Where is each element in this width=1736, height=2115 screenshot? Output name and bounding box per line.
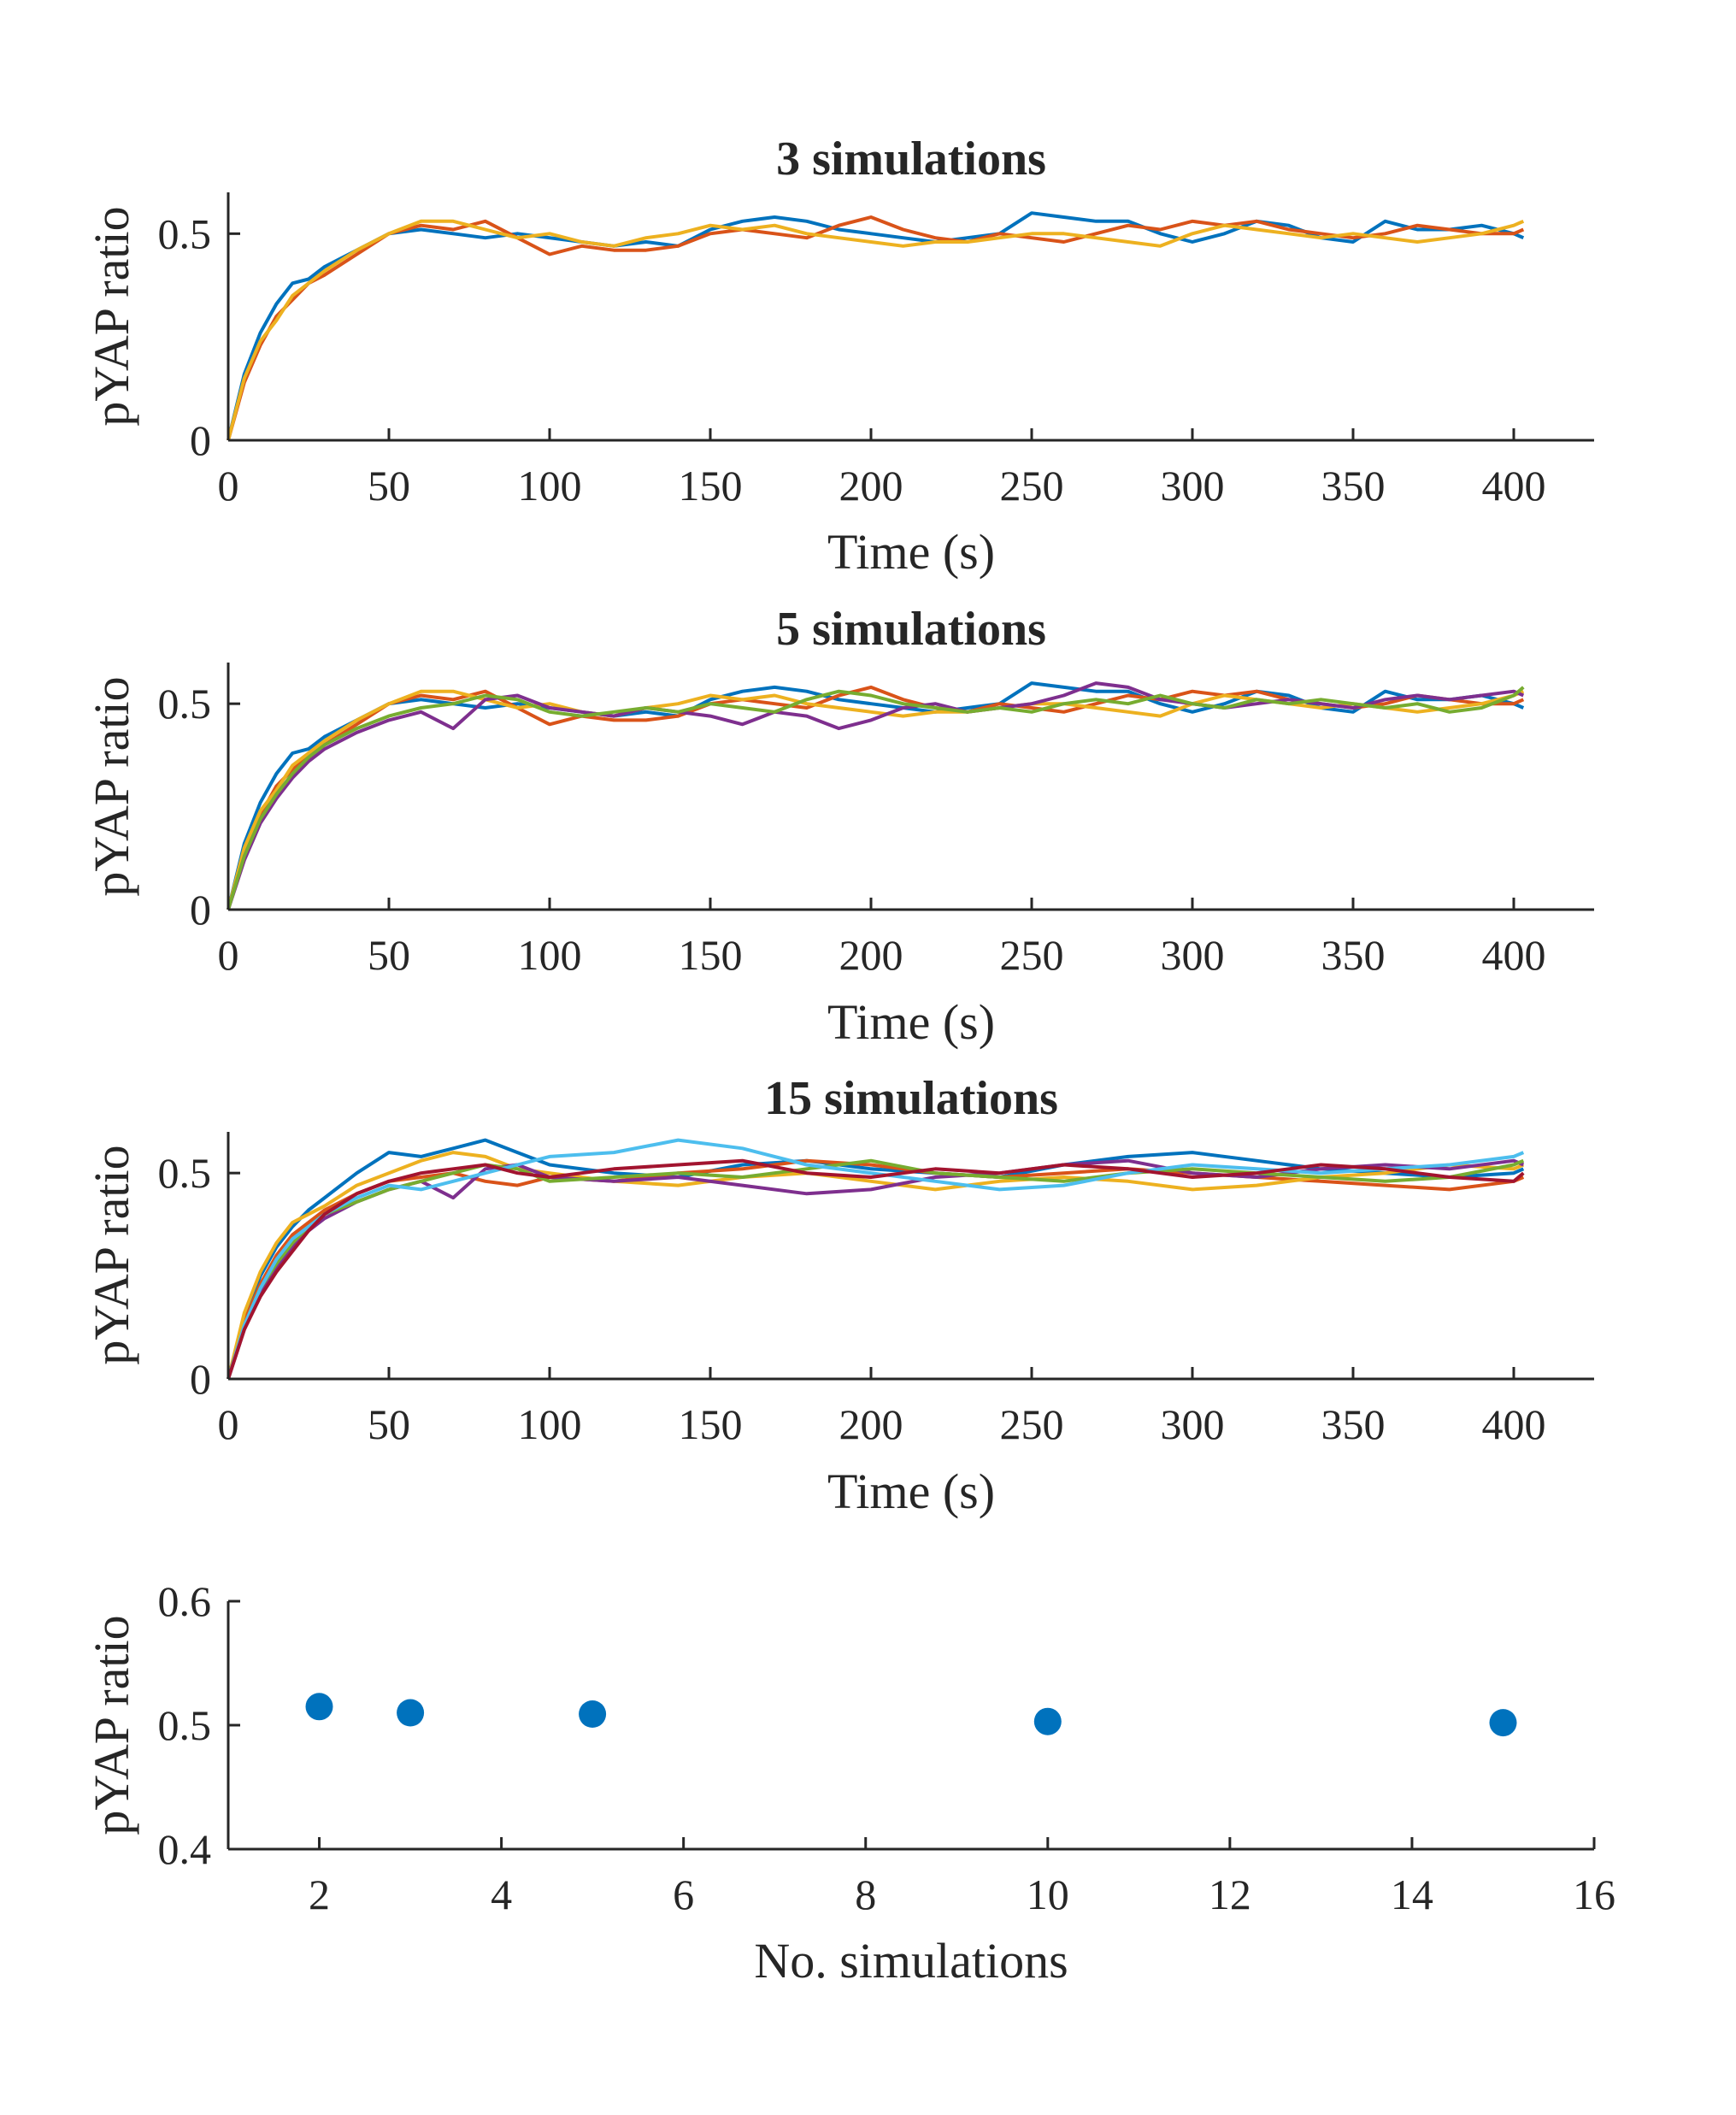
y-tick-label: 0.5 [158, 1701, 212, 1749]
x-tick-label: 14 [1391, 1871, 1433, 1918]
x-tick-label: 100 [518, 1400, 582, 1448]
trace-group [227, 211, 1525, 441]
panel-title: 3 simulations [776, 133, 1046, 186]
y-tick-label: 0 [190, 1355, 211, 1403]
x-tick-label: 350 [1321, 1400, 1386, 1448]
x-axis-label: No. simulations [754, 1933, 1068, 1988]
x-tick-label: 350 [1321, 462, 1386, 510]
x-tick-label: 350 [1321, 931, 1386, 979]
x-tick-label: 8 [855, 1871, 876, 1918]
x-tick-label: 150 [679, 1400, 743, 1448]
x-tick-label: 50 [368, 931, 410, 979]
panel-summary-scatter: 2 4 6 8 10 12 14 16 0.4 0.5 0.6 No. simulations p… [84, 1577, 1615, 1988]
data-point-4 [1033, 1707, 1062, 1735]
series-line-6 [227, 1138, 1525, 1380]
y-tick-label: 0 [190, 886, 211, 934]
x-ticks: 0 50 100 150 200 250 300 350 400 [218, 898, 1546, 979]
x-tick-label: 100 [518, 931, 582, 979]
x-tick-label: 250 [1000, 931, 1064, 979]
data-point-2 [397, 1699, 425, 1727]
x-tick-label: 0 [218, 462, 239, 510]
x-tick-label: 16 [1573, 1871, 1615, 1918]
data-point-5 [1489, 1709, 1517, 1737]
series-line-2 [227, 215, 1525, 441]
x-ticks: 2 4 6 8 10 12 14 16 [309, 1837, 1615, 1918]
x-tick-label: 300 [1161, 462, 1225, 510]
panel-5-simulations: 5 simulations 0 50 100 150 200 250 300 350 400 0… [84, 603, 1594, 1050]
y-axis-label: pYAP ratio [84, 1615, 139, 1835]
x-tick-label: 100 [518, 462, 582, 510]
y-axis-label: pYAP ratio [84, 206, 139, 426]
x-tick-label: 0 [218, 931, 239, 979]
x-tick-label: 10 [1027, 1871, 1069, 1918]
x-tick-label: 250 [1000, 462, 1064, 510]
series-line-5 [227, 686, 1525, 910]
x-tick-label: 2 [309, 1871, 330, 1918]
series-line-3 [227, 1151, 1525, 1380]
x-ticks: 0 50 100 150 200 250 300 350 400 [218, 428, 1546, 510]
y-ticks: 00.5 [158, 1149, 240, 1403]
x-tick-label: 200 [839, 931, 903, 979]
marker-group [305, 1693, 1517, 1737]
x-tick-label: 0 [218, 1400, 239, 1448]
x-axis-label: Time (s) [827, 994, 995, 1050]
x-tick-label: 400 [1482, 462, 1546, 510]
y-axis-label: pYAP ratio [84, 1145, 139, 1364]
series-line-3 [227, 219, 1525, 441]
data-point-1 [305, 1693, 333, 1721]
x-tick-label: 6 [673, 1871, 694, 1918]
x-tick-label: 400 [1482, 1400, 1546, 1448]
x-tick-label: 50 [368, 1400, 410, 1448]
y-tick-label: 0 [190, 416, 211, 464]
y-ticks: 0.4 0.5 0.6 [158, 1577, 240, 1873]
x-tick-label: 400 [1482, 931, 1546, 979]
x-tick-label: 300 [1161, 931, 1225, 979]
x-ticks: 0 50 100 150 200 250 300 350 400 [218, 1367, 1546, 1448]
data-point-3 [579, 1700, 607, 1728]
y-tick-label: 0.5 [158, 209, 212, 257]
panel-title: 15 simulations [764, 1072, 1058, 1125]
y-ticks: 00.5 [158, 209, 240, 464]
x-axis-label: Time (s) [827, 1464, 995, 1519]
y-tick-label: 0.4 [158, 1825, 212, 1873]
panel-3-simulations: 3 simulations 0 50 100 150 200 250 300 350 400 0… [84, 133, 1594, 580]
x-tick-label: 150 [679, 931, 743, 979]
y-tick-label: 0.5 [158, 680, 212, 728]
x-tick-label: 200 [839, 1400, 903, 1448]
series-line-3 [227, 689, 1525, 910]
panel-title: 5 simulations [776, 603, 1046, 656]
x-tick-label: 12 [1209, 1871, 1251, 1918]
y-tick-label: 0.5 [158, 1149, 212, 1197]
x-tick-label: 300 [1161, 1400, 1225, 1448]
series-line-2 [227, 1158, 1525, 1380]
x-tick-label: 250 [1000, 1400, 1064, 1448]
panel-15-simulations: 15 simulations 0 50 100 150 200 250 300 350 400 … [84, 1072, 1594, 1519]
y-axis-label: pYAP ratio [84, 676, 139, 896]
trace-group [227, 1138, 1525, 1380]
y-ticks: 00.5 [158, 680, 240, 934]
x-tick-label: 150 [679, 462, 743, 510]
x-axis-label: Time (s) [827, 524, 995, 580]
y-tick-label: 0.6 [158, 1577, 212, 1625]
x-tick-label: 50 [368, 462, 410, 510]
x-tick-label: 4 [491, 1871, 512, 1918]
x-tick-label: 200 [839, 462, 903, 510]
trace-group [227, 681, 1525, 910]
series-line-7 [227, 1158, 1525, 1380]
